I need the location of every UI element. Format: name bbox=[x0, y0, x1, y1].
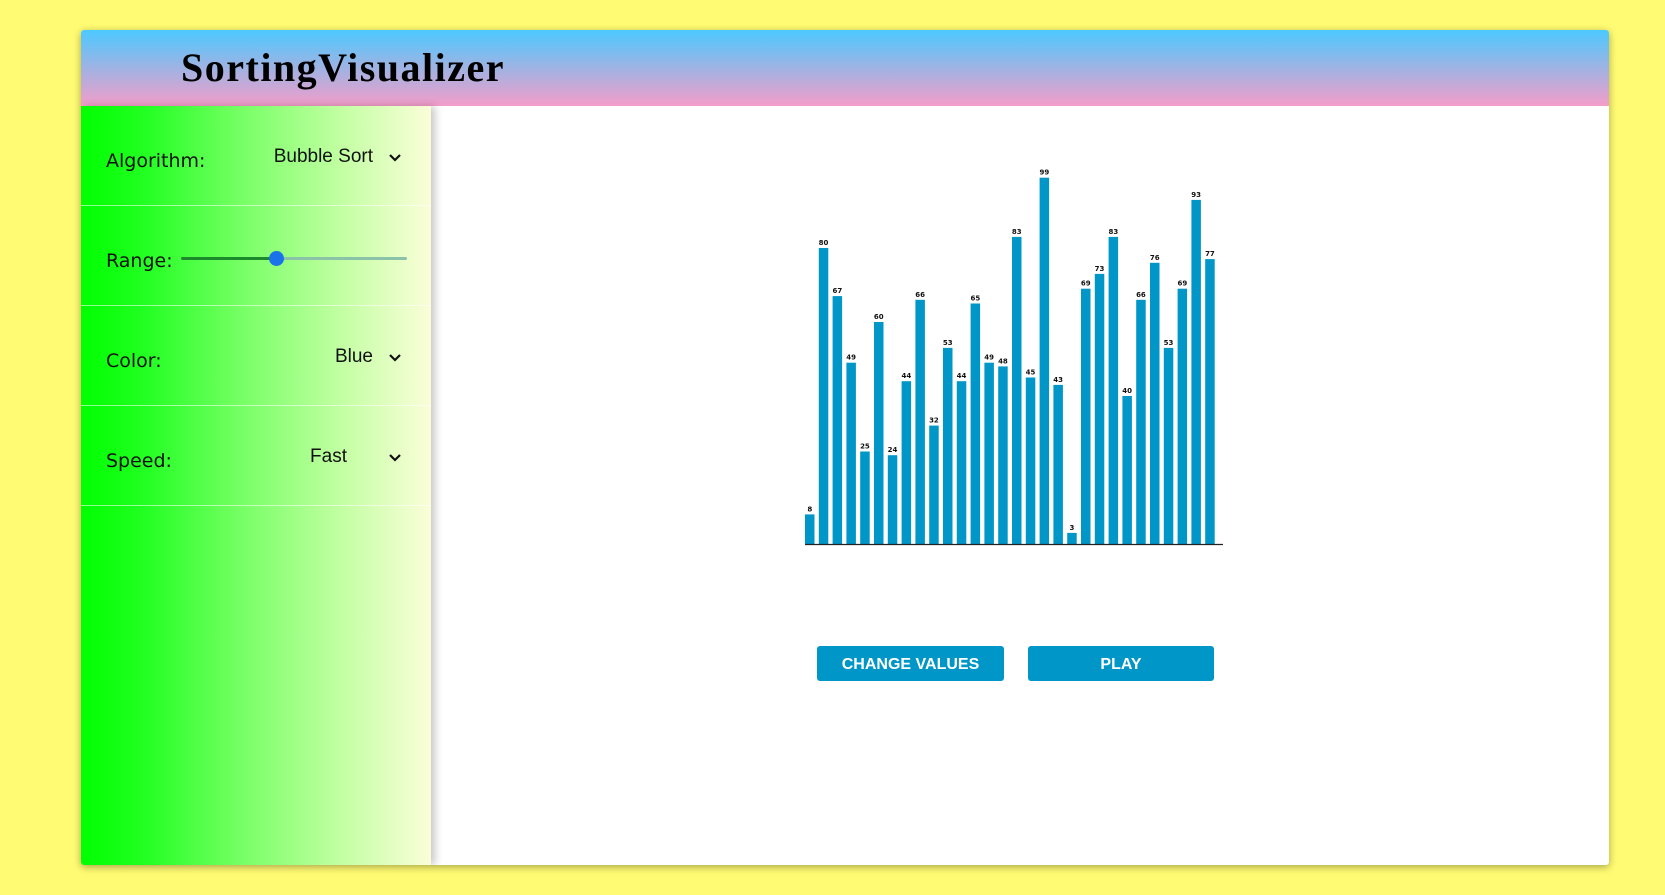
sidebar: Algorithm: Bubble Sort Range: Color: Blu… bbox=[81, 106, 431, 865]
bar-11 bbox=[956, 381, 967, 544]
bar-14 bbox=[998, 366, 1008, 544]
speed-select[interactable]: Fast bbox=[310, 446, 347, 467]
bar-17 bbox=[1039, 177, 1050, 544]
range-label: Range: bbox=[106, 250, 173, 272]
bar-label-26: 53 bbox=[1164, 339, 1174, 347]
bar-label-24: 66 bbox=[1136, 291, 1146, 299]
bar-19 bbox=[1067, 532, 1077, 544]
bar-12 bbox=[970, 303, 981, 544]
range-slider-thumb[interactable] bbox=[268, 251, 284, 266]
bar-label-17: 99 bbox=[1039, 169, 1049, 177]
bar-1 bbox=[818, 248, 829, 544]
algorithm-label: Algorithm: bbox=[106, 150, 206, 172]
bar-label-20: 69 bbox=[1081, 280, 1091, 288]
speed-label: Speed: bbox=[106, 450, 172, 472]
bar-label-4: 25 bbox=[860, 443, 870, 451]
bar-16 bbox=[1025, 377, 1036, 544]
bar-3 bbox=[846, 362, 856, 544]
range-slider-fill bbox=[181, 257, 276, 260]
bar-10 bbox=[943, 347, 953, 544]
bar-label-19: 3 bbox=[1070, 524, 1075, 532]
bar-label-0: 8 bbox=[807, 505, 812, 513]
bar-25 bbox=[1150, 262, 1160, 544]
bar-label-2: 67 bbox=[832, 287, 842, 295]
bar-24 bbox=[1136, 299, 1146, 544]
bar-label-18: 43 bbox=[1053, 376, 1063, 384]
algorithm-row: Algorithm: Bubble Sort bbox=[81, 106, 431, 206]
bar-label-11: 44 bbox=[957, 372, 967, 380]
algorithm-select[interactable]: Bubble Sort bbox=[273, 146, 373, 167]
color-row: Color: Blue bbox=[81, 306, 431, 406]
bar-label-7: 44 bbox=[901, 372, 911, 380]
bar-8 bbox=[915, 299, 925, 544]
bar-4 bbox=[860, 451, 870, 544]
chevron-down-icon[interactable] bbox=[387, 152, 403, 164]
bar-chart: 8 80 67 49 25 60 24 44 66 32 53 44 65 49 48 83 45 99 43 3 69… bbox=[805, 169, 1223, 546]
bar-label-16: 45 bbox=[1026, 369, 1036, 377]
bar-label-3: 49 bbox=[846, 354, 856, 362]
bar-13 bbox=[984, 362, 994, 544]
range-slider-track[interactable] bbox=[181, 257, 407, 260]
bar-label-21: 73 bbox=[1095, 265, 1105, 273]
range-row: Range: bbox=[81, 206, 431, 306]
bar-29 bbox=[1205, 259, 1215, 544]
bar-22 bbox=[1108, 236, 1119, 544]
range-slider[interactable] bbox=[181, 251, 407, 266]
app-window: SortingVisualizer Algorithm: Bubble Sort… bbox=[81, 30, 1609, 865]
page-title: SortingVisualizer bbox=[181, 45, 505, 90]
bar-label-25: 76 bbox=[1150, 254, 1160, 262]
bar-label-28: 93 bbox=[1191, 191, 1201, 199]
chevron-down-icon[interactable] bbox=[387, 352, 403, 364]
bar-label-10: 53 bbox=[943, 339, 953, 347]
bar-5 bbox=[874, 322, 884, 544]
bar-15 bbox=[1012, 236, 1022, 544]
bar-label-13: 49 bbox=[984, 354, 994, 362]
bar-label-27: 69 bbox=[1177, 280, 1187, 288]
bar-label-15: 83 bbox=[1012, 228, 1022, 236]
bar-20 bbox=[1081, 288, 1091, 544]
bar-label-9: 32 bbox=[929, 417, 939, 425]
bar-7 bbox=[901, 381, 912, 544]
bar-18 bbox=[1053, 384, 1063, 544]
bar-26 bbox=[1163, 347, 1174, 544]
color-label: Color: bbox=[106, 350, 162, 372]
bar-6 bbox=[887, 455, 898, 544]
bar-21 bbox=[1094, 273, 1105, 544]
header: SortingVisualizer bbox=[81, 30, 1609, 106]
color-select[interactable]: Blue bbox=[334, 346, 373, 367]
bar-label-8: 66 bbox=[915, 291, 925, 299]
bar-label-5: 60 bbox=[874, 313, 884, 321]
bar-label-22: 83 bbox=[1108, 228, 1118, 236]
bar-9 bbox=[929, 425, 939, 544]
play-button[interactable]: PLAY bbox=[1028, 646, 1214, 681]
bar-label-23: 40 bbox=[1122, 387, 1132, 395]
bar-label-6: 24 bbox=[888, 446, 898, 454]
chevron-down-icon[interactable] bbox=[387, 452, 403, 464]
change-values-button[interactable]: CHANGE VALUES bbox=[817, 646, 1004, 681]
bar-0 bbox=[805, 514, 815, 544]
bar-label-12: 65 bbox=[970, 295, 980, 303]
speed-row: Speed: Fast bbox=[81, 406, 431, 506]
bar-28 bbox=[1191, 199, 1201, 544]
bar-label-14: 48 bbox=[998, 357, 1008, 365]
bar-label-29: 77 bbox=[1205, 250, 1215, 258]
bar-label-1: 80 bbox=[819, 239, 829, 247]
bar-23 bbox=[1122, 396, 1132, 544]
bar-2 bbox=[832, 296, 843, 544]
bar-27 bbox=[1177, 288, 1188, 544]
